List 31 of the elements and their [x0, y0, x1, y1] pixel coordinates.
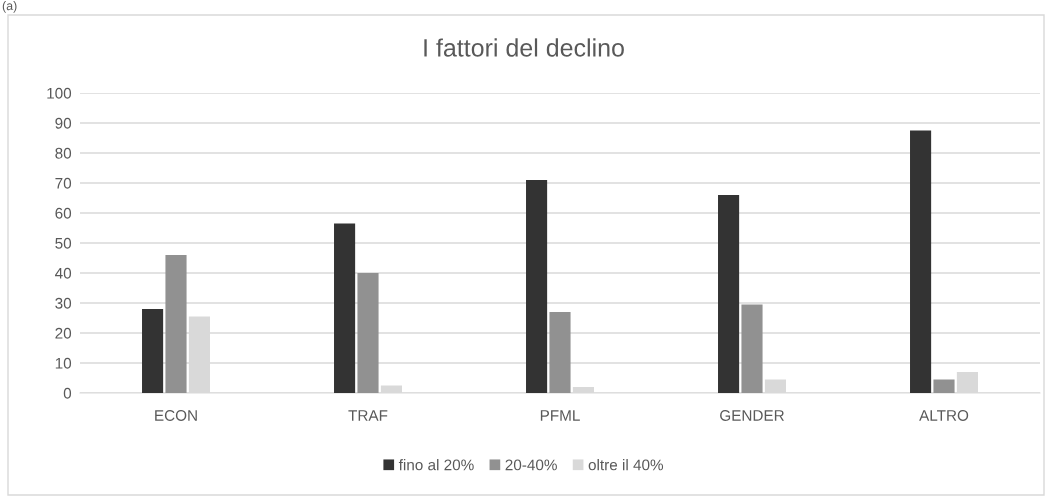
y-tick-label: 50: [55, 237, 72, 249]
y-tick-label: 30: [55, 297, 72, 309]
x-tick-label: GENDER: [720, 410, 784, 421]
bar: [549, 312, 571, 393]
chart-title: I fattori del declino: [424, 38, 624, 57]
bar: [334, 223, 356, 393]
bar: [933, 379, 955, 393]
text: (a): [2, 1, 17, 13]
y-tick-label: 70: [55, 177, 72, 189]
y-tick-label: 0: [63, 387, 72, 399]
legend-label: fino al 20%: [398, 459, 474, 471]
legend-label: 20-40%: [505, 459, 557, 471]
y-tick-label: 90: [55, 117, 72, 129]
bar: [910, 130, 932, 393]
bar: [357, 273, 379, 393]
y-tick-label: 60: [55, 207, 72, 219]
x-tick-label: PFML: [540, 410, 580, 421]
legend-label: oltre il 40%: [588, 459, 664, 471]
x-tick-label: ALTRO: [919, 410, 969, 421]
x-tick-label: TRAF: [348, 410, 388, 421]
y-tick-label: 100: [47, 87, 72, 99]
bar: [165, 255, 187, 393]
bar: [718, 195, 740, 393]
bar: [741, 304, 763, 393]
y-tick-label: 10: [55, 357, 72, 369]
x-tick-label: ECON: [155, 410, 197, 421]
bar: [142, 309, 164, 393]
bar: [526, 180, 548, 393]
y-tick-label: 20: [55, 327, 72, 339]
y-tick-label: 80: [55, 147, 72, 159]
y-tick-label: 40: [55, 267, 72, 279]
